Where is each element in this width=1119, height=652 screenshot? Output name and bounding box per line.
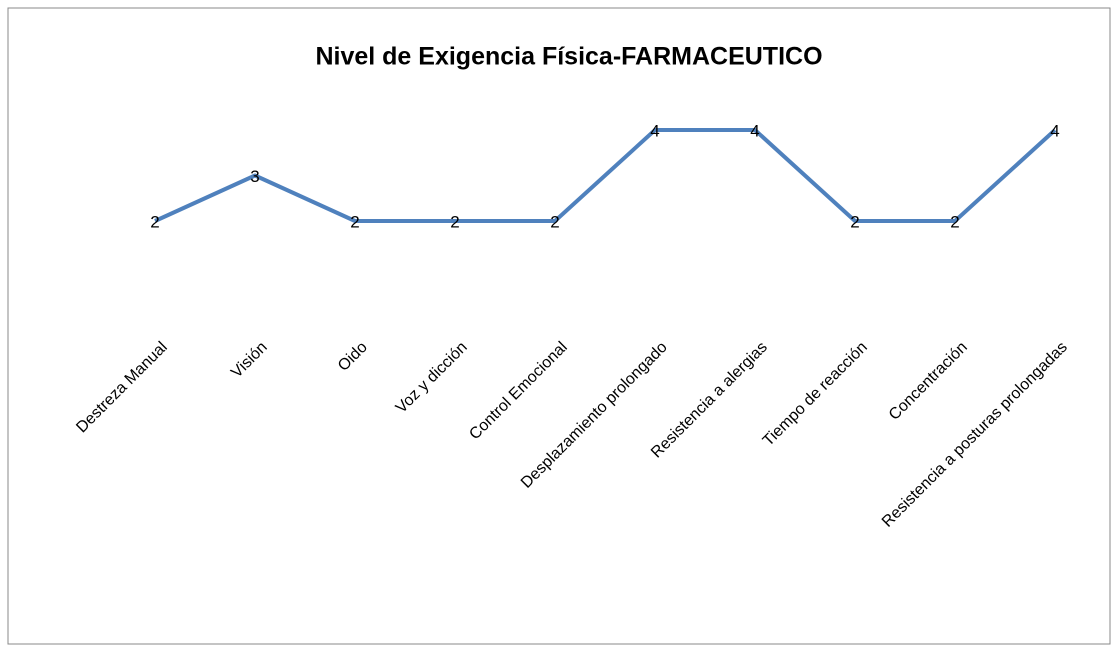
chart-title: Nivel de Exigencia Física-FARMACEUTICO xyxy=(315,43,822,71)
data-label: 4 xyxy=(650,121,659,140)
data-label: 4 xyxy=(750,121,759,140)
data-label: 2 xyxy=(150,212,159,231)
chart-frame xyxy=(7,7,1111,645)
data-label: 2 xyxy=(450,212,459,231)
data-label: 4 xyxy=(1050,121,1059,140)
data-label: 2 xyxy=(850,212,859,231)
data-line xyxy=(154,128,1057,223)
data-label: 2 xyxy=(350,212,359,231)
data-label: 2 xyxy=(950,212,959,231)
data-label: 2 xyxy=(550,212,559,231)
data-label: 3 xyxy=(250,167,259,186)
